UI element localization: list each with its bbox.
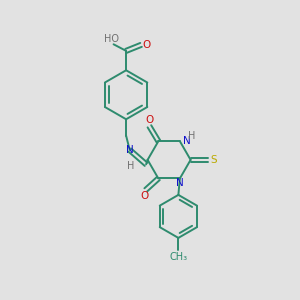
Text: N: N (176, 178, 184, 188)
Text: O: O (145, 115, 154, 125)
Text: O: O (140, 191, 148, 201)
Text: N: N (183, 136, 191, 146)
Text: H: H (188, 131, 195, 141)
Text: S: S (210, 155, 217, 165)
Text: O: O (142, 40, 151, 50)
Text: CH₃: CH₃ (169, 252, 188, 262)
Text: HO: HO (104, 34, 119, 44)
Text: N: N (126, 145, 134, 155)
Text: H: H (128, 161, 135, 171)
